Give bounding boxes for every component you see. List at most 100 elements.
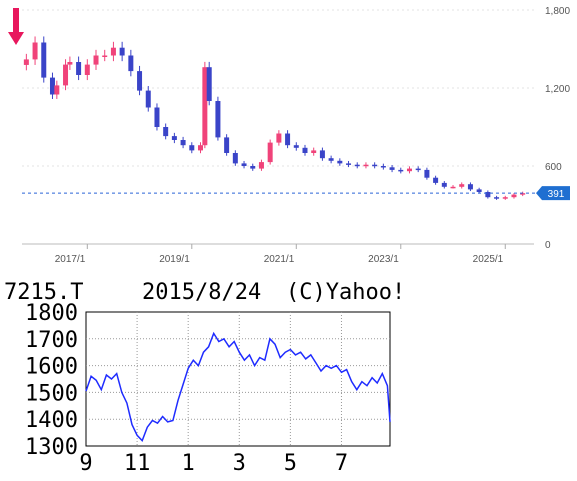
candle-body (494, 197, 500, 199)
x-tick-label: 5 (284, 451, 297, 476)
x-tick-label: 7 (335, 451, 348, 476)
candle-body (441, 182, 447, 187)
candle-body (459, 184, 465, 187)
candle-body (502, 197, 508, 199)
candle-body (319, 150, 325, 159)
candle-body (406, 168, 412, 172)
candle-body (398, 169, 404, 172)
x-tick-label: 11 (124, 451, 151, 476)
candle-body (424, 169, 430, 178)
candle-body (328, 158, 334, 161)
y-tick-label: 600 (545, 162, 562, 173)
candle-body (415, 168, 421, 171)
candle-body (202, 67, 208, 146)
candle-body (467, 184, 473, 190)
candle-body (389, 167, 395, 170)
candle-body (363, 164, 369, 167)
candle-body (63, 64, 69, 86)
x-tick-label: 2019/1 (159, 254, 190, 265)
candle-body (354, 164, 360, 167)
candle-body (206, 67, 212, 101)
x-tick-label: 2021/1 (264, 254, 295, 265)
candle-body (511, 194, 517, 198)
x-tick-label: 1 (182, 451, 195, 476)
price-line (85, 331, 391, 442)
long-term-price-chart: 391 1,800 1,200 600 0 2017/1 2019/1 2021/1 202… (8, 6, 570, 265)
candle-body (276, 133, 282, 143)
bottom-x-axis: 9 11 1 3 5 7 (79, 451, 348, 476)
candle-body (476, 189, 482, 192)
y-tick-label: 0 (545, 240, 551, 251)
candle-body (380, 166, 386, 168)
candle-body (145, 90, 151, 108)
candle-body (102, 55, 108, 57)
candle-body (32, 42, 38, 60)
candle-body (232, 153, 238, 164)
candle-body (250, 166, 256, 169)
candle-body (450, 186, 456, 189)
bottom-grid (85, 311, 391, 447)
candle-body (54, 85, 60, 95)
candle-body (180, 140, 186, 146)
top-candlestick-series (23, 36, 526, 200)
candle-body (23, 59, 29, 65)
candle-body (224, 137, 230, 153)
candle-body (137, 71, 143, 91)
top-y-axis: 1,800 1,200 600 0 (545, 6, 570, 251)
candle-body (337, 160, 343, 164)
one-year-price-chart: 7215.T 2015/8/24 (C)Yahoo! 1800170016001… (4, 280, 405, 476)
y-tick-label: 1800 (25, 301, 78, 326)
candle-body (285, 133, 291, 146)
top-markers: 391 (8, 8, 570, 201)
candle-body (258, 162, 264, 169)
candle-body (84, 64, 90, 75)
candle-body (302, 147, 308, 153)
stock-code: 7215.T (4, 280, 83, 305)
candle-body (128, 55, 134, 72)
top-grid (22, 9, 534, 245)
candle-body (293, 145, 299, 148)
x-tick-label: 2025/1 (473, 254, 504, 265)
x-tick-label: 2023/1 (368, 254, 399, 265)
candle-body (154, 107, 160, 127)
candle-body (171, 136, 177, 140)
candle-body (311, 150, 317, 153)
candle-body (189, 145, 195, 151)
top-x-axis: 2017/1 2019/1 2021/1 2023/1 2025/1 (55, 244, 506, 265)
candle-body (241, 163, 247, 166)
candle-body (267, 142, 273, 163)
candle-body (93, 55, 99, 65)
start-arrow-icon (8, 8, 24, 45)
y-tick-label: 1500 (25, 381, 78, 406)
current-price-label: 391 (548, 189, 565, 200)
y-tick-label: 1,800 (545, 6, 570, 17)
y-tick-label: 1700 (25, 328, 78, 353)
candle-body (433, 177, 439, 183)
candle-body (346, 163, 352, 165)
current-price-badge (536, 186, 570, 201)
candle-body (49, 77, 55, 95)
candle-body (119, 47, 125, 56)
candle-body (520, 193, 526, 195)
y-tick-label: 1,200 (545, 84, 570, 95)
candle-body (76, 62, 82, 75)
copyright-label: (C)Yahoo! (286, 280, 405, 305)
x-tick-label: 3 (233, 451, 246, 476)
candle-body (41, 42, 47, 78)
y-tick-label: 1400 (25, 408, 78, 433)
plot-frame (85, 311, 391, 447)
candle-body (67, 62, 73, 65)
y-tick-label: 1300 (25, 435, 78, 460)
x-tick-label: 2017/1 (55, 254, 86, 265)
bottom-line-series (85, 331, 391, 442)
y-tick-label: 1600 (25, 355, 78, 380)
candle-body (163, 127, 169, 137)
chart-date: 2015/8/24 (142, 280, 261, 305)
candle-body (198, 145, 204, 151)
x-tick-label: 9 (79, 451, 92, 476)
candle-body (372, 164, 378, 167)
candle-body (215, 101, 221, 138)
candle-body (485, 192, 491, 198)
candle-body (110, 47, 116, 56)
